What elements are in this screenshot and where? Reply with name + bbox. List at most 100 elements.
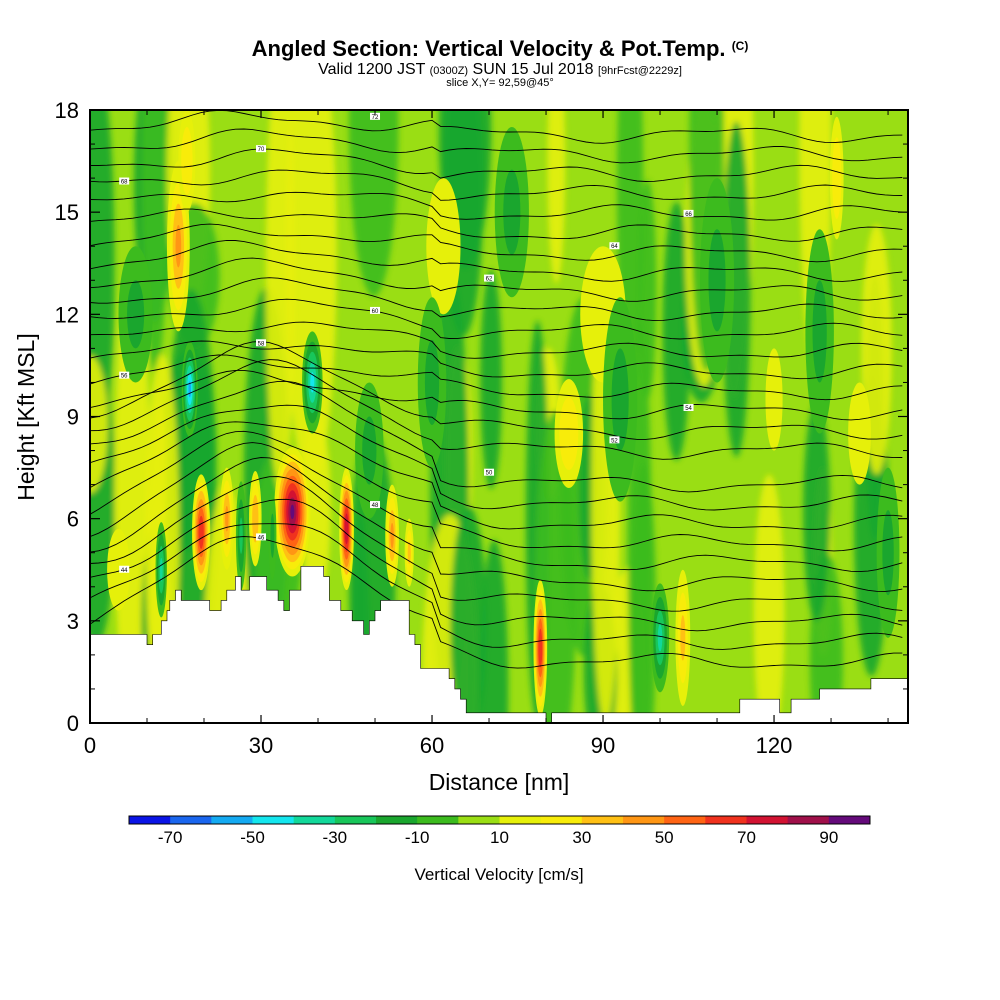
cell-level [611,348,629,451]
slice-info: slice X,Y= 92,59@45° [446,77,554,89]
field-band [265,110,296,493]
cell-level [253,506,257,531]
colorbar-swatch [787,816,830,824]
x-tick-label: 30 [249,733,273,758]
updraft-cell [829,116,844,240]
colorbar-swatch [252,816,295,824]
cell-level [159,557,163,582]
colorbar-swatch [581,816,624,824]
cell-level [127,280,145,349]
y-tick-label: 3 [67,609,79,634]
field-band [722,121,751,457]
colorbar-swatch [170,816,212,824]
colorbar-swatch [828,816,871,824]
colorbar-swatch [458,816,500,824]
isentrope-line [90,223,903,263]
updraft-cell [554,379,584,489]
isentrope-line [90,359,903,460]
isentrope-label-bg [370,501,381,509]
colorbar: -70 -50 -30 -10 10 30 50 70 90 [128,815,871,847]
isentrope-line [90,148,903,182]
isentrope-label: 48 [372,503,379,509]
isentrope-label: 52 [611,438,618,444]
cell-level [270,513,275,558]
downdraft-cell [155,522,167,618]
colorbar-swatch [623,816,665,824]
colorbar-swatch [499,816,542,824]
isentrope-label-bg [119,177,130,185]
updraft-cell [274,447,311,577]
isentrope-label: 62 [486,277,493,283]
isentrope-label: 64 [611,244,618,250]
downdraft-cell [268,491,277,580]
colorbar-tick-label: 90 [819,828,838,847]
downdraft-cell [181,341,198,437]
isentrope-label-bg [609,436,620,444]
updraft-cell [765,348,783,451]
colorbar-tick-label: -50 [240,828,265,847]
colorbar-swatch [540,816,583,824]
cell-level [680,615,686,661]
isentrope-line [90,380,903,493]
isentrope-label: 70 [258,147,265,153]
isentrope-label: 44 [121,568,128,574]
isentrope-line [90,169,903,201]
colorbar-swatch [129,816,171,824]
isentrope-line [90,457,903,592]
isentrope-label-bg [484,274,495,282]
updraft-cell [385,484,399,587]
updraft-cell [404,518,414,587]
cell-level [362,416,377,485]
updraft-cell [848,382,871,485]
cell-level [434,212,452,281]
cell-level [564,415,574,452]
field-band [662,201,691,461]
y-tick-label: 9 [67,405,79,430]
downdraft-cell [603,297,638,502]
colorbar-title: Vertical Velocity [cm/s] [414,865,583,884]
y-tick-label: 15 [55,200,79,225]
cell-level [882,510,894,596]
cell-level [539,638,542,658]
y-tick-label: 12 [55,302,79,327]
isentrope-line [90,430,903,552]
isentrope-label-bg [683,209,694,217]
isentrope-line [90,321,903,359]
field-band [285,110,337,486]
cell-level [290,504,295,520]
isentrope-line [90,341,903,440]
cell-level [834,157,840,199]
axes: 0 30 60 90 120 0 3 6 9 12 15 18 [55,98,908,758]
isentrope-line [90,498,903,632]
isentrope-label-bg [609,242,620,250]
isentrope-label-bg [256,339,267,347]
field-band [638,179,657,400]
field-band [348,110,399,297]
colorbar-swatch [746,816,789,824]
downdraft-cell [699,178,735,383]
y-tick-label: 6 [67,507,79,532]
valid-utc: (0300Z) [429,65,469,77]
updraft-cell [219,467,234,570]
downdraft-cell [355,382,384,519]
isentrope-label-bg [370,112,381,120]
isentrope-label: 72 [372,115,379,121]
isentrope-line [90,257,903,302]
downdraft-cell [235,481,247,591]
isentrope-line [90,340,903,380]
isentropes: 44 46 48 50 52 54 56 58 60 62 64 66 68 70 72 [90,110,903,669]
isentrope-label: 54 [685,406,692,412]
isentrope-line [90,354,903,401]
isentrope-line [90,442,903,573]
isentrope-line [90,421,903,530]
cell-level [390,522,394,549]
cell-level [853,407,866,460]
isentrope-label-bg [119,371,130,379]
colorbar-tick-label: 10 [490,828,509,847]
isentrope-label: 66 [685,212,692,218]
updraft-cell [339,467,354,591]
colorbar-swatch [293,816,336,824]
colorbar-tick-label: -70 [158,828,183,847]
isentrope-line [90,208,903,242]
updraft-cell [426,178,461,315]
